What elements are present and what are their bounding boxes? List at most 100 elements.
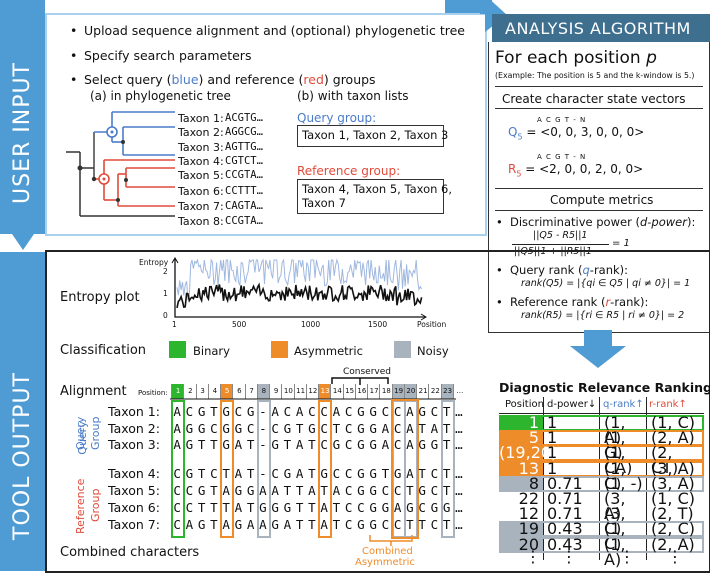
ref-group-box [297,179,444,214]
rank-cell-pos: 20 [518,534,539,554]
alignment-char: C [357,500,365,515]
tool-output-sidebar [0,252,45,571]
entropy-x-1500: 1500 [368,320,388,329]
example-note: (Example: The position is 5 and the k-wi… [495,71,695,80]
q-label: Q [508,125,518,139]
alignment-char: … [455,517,463,532]
rank-row: 12 0.71 (3, C) (2, T) [499,504,704,537]
alignment-char: A [259,517,267,532]
alignment-char: T [246,466,255,481]
alignment-char: C [393,517,402,532]
alignment-char: - [259,466,267,481]
position-cell: 12 [305,384,319,399]
alignment-char: A [185,517,194,532]
alignment-char: C [246,421,255,436]
legend-asym-swatch [271,341,288,358]
alignment-char: C [344,517,353,532]
combined-label: Combined characters [60,545,200,560]
alignment-char: C [173,500,181,515]
rank-row: 5 1 (1, G) (2, A) [499,430,704,461]
alignment-taxon-name: Taxon 1: [108,404,160,419]
alignment-taxon-name: Taxon 2: [108,421,160,436]
alignment-char: T [406,483,414,498]
tree-taxon-name: Taxon 2: [178,126,224,139]
alignment-char: G [369,466,377,481]
rank-cell-d: 1 [547,458,558,478]
alignment-char: T [418,466,426,481]
rank-row: 20 0.43 (1, A) (2, A) [499,534,704,569]
rank-cell-d: 0.71 [547,489,583,508]
alignment-char: G [320,466,328,481]
alignment-char: G [357,517,365,532]
alignment-char: C [430,483,439,498]
position-cell: 4 [207,384,221,399]
position-cell: 8 [256,384,270,399]
q-vec: = <0, 0, 3, 0, 0, 0> [522,125,645,139]
alignment-char: G [259,500,267,515]
alignment-char: G [357,437,365,452]
alignment-char: T [442,437,451,452]
entropy-axes [174,259,425,318]
alignment-char: T [210,517,218,532]
rank-header-rule [499,413,704,414]
dpower-item: Discriminative power (d-power): [496,215,695,229]
alignment-char: T [222,466,230,481]
alignment-char: C [381,517,390,532]
alignment-char: G [369,421,377,436]
entropy-plot [171,257,427,321]
q-cols: A C G T - N [537,116,587,124]
position-row-border [170,398,456,400]
bullet-select: Select query (blue) and reference (red) … [70,72,376,87]
alignment-char: T [332,500,341,515]
alignment-char: C [234,404,243,419]
alignment-char: G [357,466,365,481]
alignment-char: A [320,517,328,532]
entropy-label: Entropy plot [60,290,140,305]
tree-taxon-seq: CAGTA… [225,200,263,212]
rank-row-pos-bg [499,521,543,538]
alignment-char: C [430,517,439,532]
r-vec: = <2, 0, 0, 2, 0, 0> [521,162,644,176]
tree-taxon-seq: CGTCT… [225,155,263,167]
tree-taxon-name: Taxon 8: [178,215,224,228]
alignment-char: T [442,517,451,532]
rank-cell-r: (3, A) [651,473,695,493]
entropy-series-raw [176,258,423,301]
rank-cell-r: (2, T) [651,504,694,524]
alignment-char: G [246,404,255,419]
entropy-x-1000: 1000 [301,320,321,329]
position-cell: 2 [183,384,196,399]
ref-side-line1: Reference [74,478,87,534]
rank-cell-q: (1, A) [604,534,626,569]
alignment-char: A [173,404,181,419]
metrics-title: Compute metrics [550,193,654,207]
rank-row: 22 0.71 (3, A) (1, C) [499,489,704,522]
rank-dots-3: ⋮ [619,547,635,566]
algorithm-down-arrow [570,330,626,368]
rank-cell-pos: 12 [518,504,539,524]
alignment-char: … [455,500,463,515]
alignment-char: T [418,421,426,436]
alignment-char: C [430,466,439,481]
user-input-down-arrow [0,230,45,250]
tree-taxon-seq: ACGTG… [225,112,263,124]
alignment-char: G [418,437,426,452]
alignment-char: C [210,421,218,436]
alignment-char: G [197,404,206,419]
alignment-char: A [173,437,181,452]
alignment-char: C [185,483,194,498]
qrank-term: q [582,263,590,277]
alignment-char: C [430,404,439,419]
position-cell: 16 [354,384,368,399]
position-cell: 19 [391,384,405,399]
alignment-char: A [271,483,279,498]
alignment-char: A [173,421,181,436]
tree-taxon-seq: AGGCG… [225,126,263,138]
rank-cell-r: (2, C) [651,519,696,539]
rank-header-rrank: r-rank↑ [649,399,687,410]
qrank-label: Query rank ( [510,263,583,277]
rank-row: 1 1 (1, A) (1, C) [499,415,704,446]
rank-cell-d: 0.71 [547,504,583,524]
conserved-label: Conserved [343,367,391,377]
position-cell: 21 [416,384,429,399]
